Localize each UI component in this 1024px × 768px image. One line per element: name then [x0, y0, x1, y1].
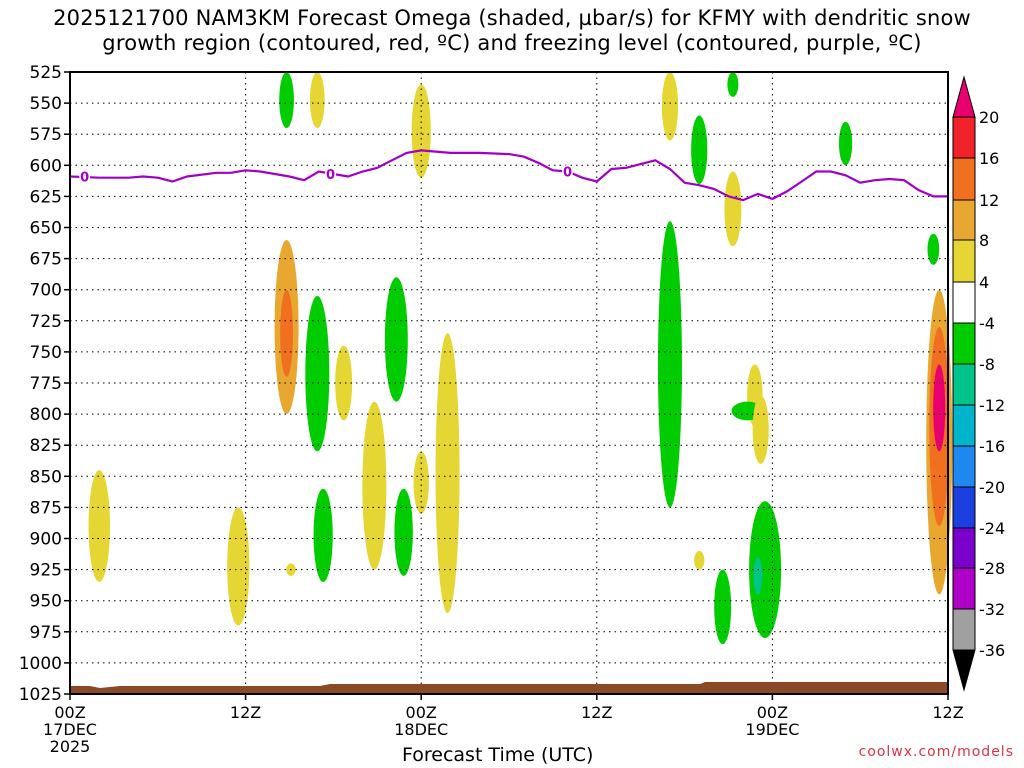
- y-tick-label-16: 925: [30, 561, 62, 581]
- x-tick-label-2-0: 00Z: [406, 703, 437, 722]
- freezing-level-label-0: 0: [80, 170, 89, 185]
- omega-region-12: [394, 488, 413, 576]
- y-tick-label-18: 975: [30, 623, 62, 643]
- x-tick-label-5-0: 12Z: [932, 703, 963, 722]
- x-axis-title: Forecast Time (UTC): [402, 744, 594, 766]
- omega-region-5: [309, 72, 325, 128]
- omega-region-19: [694, 550, 705, 570]
- omega-region-25: [752, 395, 769, 464]
- omega-region-22: [714, 569, 732, 645]
- x-tick-label-3-0: 12Z: [581, 703, 612, 722]
- colorbar-swatch-8: [952, 445, 976, 488]
- y-tick-label-15: 900: [30, 530, 62, 550]
- colorbar-label-10: -24: [979, 519, 1005, 538]
- x-tick-label-0-0: 00Z: [54, 703, 85, 722]
- omega-region-17: [657, 221, 682, 508]
- omega-region-32: [933, 364, 946, 452]
- chart-title-line2: growth region (contoured, red, ºC) and f…: [102, 31, 922, 55]
- y-tick-label-12: 825: [30, 436, 62, 456]
- y-tick-label-2: 575: [30, 125, 62, 145]
- colorbar-label-1: 16: [979, 149, 999, 168]
- colorbar-label-9: -20: [979, 478, 1005, 497]
- omega-region-11: [384, 277, 408, 402]
- chart-title-line1: 2025121700 NAM3KM Forecast Omega (shaded…: [53, 6, 971, 30]
- omega-region-20: [727, 72, 739, 97]
- colorbar-swatch-9: [952, 486, 976, 529]
- omega-region-9: [335, 345, 353, 421]
- colorbar-top-arrow: [952, 75, 976, 118]
- x-tick-label-4-1: 19DEC: [745, 720, 799, 739]
- y-tick-label-11: 800: [30, 405, 62, 425]
- colorbar-swatch-5: [952, 322, 976, 365]
- omega-region-3: [280, 289, 294, 377]
- y-tick-label-3: 600: [30, 156, 62, 176]
- omega-region-4: [279, 72, 294, 128]
- colorbar-label-6: -8: [979, 355, 995, 374]
- colorbar-bottom-arrow: [952, 649, 976, 692]
- colorbar-swatch-10: [952, 527, 976, 569]
- colorbar-swatch-12: [952, 608, 976, 651]
- colorbar-label-7: -12: [979, 396, 1005, 415]
- colorbar-label-0: 20: [979, 108, 999, 127]
- y-tick-label-8: 725: [30, 312, 62, 332]
- y-tick-label-7: 700: [30, 281, 62, 301]
- y-tick-label-13: 850: [30, 467, 62, 487]
- colorbar-label-3: 8: [979, 231, 989, 250]
- y-tick-label-9: 750: [30, 343, 62, 363]
- omega-region-15: [435, 333, 460, 614]
- colorbar-swatch-3: [952, 239, 976, 283]
- y-tick-label-19: 1000: [19, 654, 62, 674]
- omega-region-1: [227, 507, 250, 626]
- colorbar-label-8: -16: [979, 437, 1005, 456]
- x-tick-label-2-1: 18DEC: [394, 720, 448, 739]
- plot-frame: [69, 71, 949, 695]
- y-tick-label-0: 525: [30, 63, 62, 83]
- omega-region-26: [749, 501, 782, 639]
- y-tick-label-1: 550: [30, 94, 62, 114]
- omega-region-27: [753, 557, 763, 595]
- y-tick-label-17: 950: [30, 592, 62, 612]
- colorbar-label-12: -32: [979, 600, 1005, 619]
- y-tick-label-5: 650: [30, 219, 62, 239]
- y-tick-label-10: 775: [30, 374, 62, 394]
- colorbar-label-4: 4: [979, 273, 989, 292]
- site-credit: coolwx.com/models: [858, 744, 1014, 760]
- omega-region-29: [927, 233, 940, 265]
- freezing-level-label-2: 0: [563, 166, 572, 181]
- x-tick-label-0-1: 17DEC: [43, 720, 97, 739]
- omega-region-16: [661, 72, 679, 141]
- chart-title: 2025121700 NAM3KM Forecast Omega (shaded…: [0, 6, 1024, 56]
- omega-region-28: [838, 121, 853, 166]
- x-tick-label-0-2: 2025: [50, 737, 91, 756]
- x-tick-label-4-0: 00Z: [757, 703, 788, 722]
- terrain-surface: [70, 682, 948, 694]
- omega-region-18: [691, 115, 708, 184]
- y-tick-label-20: 1025: [19, 685, 62, 705]
- freezing-level-label-1: 0: [326, 168, 335, 183]
- omega-region-0: [88, 470, 110, 583]
- omega-region-6: [305, 295, 330, 452]
- omega-region-14: [411, 84, 431, 178]
- omega-region-8: [313, 488, 333, 583]
- y-tick-label-4: 625: [30, 187, 62, 207]
- colorbar-label-2: 12: [979, 191, 999, 210]
- colorbar-label-13: -36: [979, 641, 1005, 660]
- colorbar-swatch-1: [952, 157, 976, 201]
- colorbar-swatch-11: [952, 567, 976, 610]
- y-tick-label-6: 675: [30, 250, 62, 270]
- colorbar-swatch-4: [952, 281, 976, 324]
- omega-region-13: [413, 451, 429, 514]
- colorbar-swatch-2: [952, 199, 976, 241]
- colorbar-swatch-7: [952, 404, 976, 447]
- omega-region-21: [724, 171, 742, 247]
- y-tick-label-14: 875: [30, 498, 62, 518]
- x-tick-label-1-0: 12Z: [230, 703, 261, 722]
- freezing-level-line: [69, 149, 948, 202]
- omega-region-10: [362, 401, 387, 570]
- colorbar-swatch-6: [952, 363, 976, 406]
- colorbar-swatch-0: [952, 116, 976, 159]
- colorbar-label-5: -4: [979, 314, 995, 333]
- colorbar-label-11: -28: [979, 559, 1005, 578]
